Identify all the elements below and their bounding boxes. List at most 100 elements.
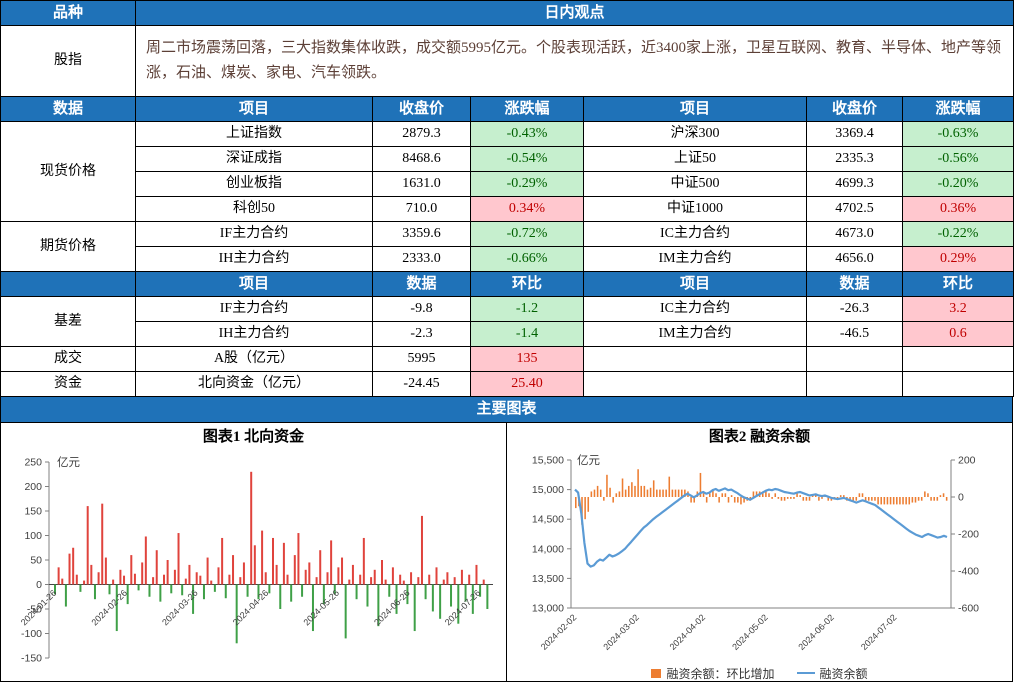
svg-text:15,000: 15,000 [532, 484, 564, 496]
metric-change: -0.56% [901, 146, 1014, 172]
col-header-data2-left: 数据 [372, 271, 471, 297]
table-row: 资金 北向资金（亿元） -24.45 25.40 [0, 371, 1014, 397]
metric-name: 上证指数 [135, 121, 373, 147]
metric-name: IC主力合约 [583, 221, 807, 247]
svg-text:2024-06-02: 2024-06-02 [796, 612, 836, 652]
metric-change: 0.36% [901, 196, 1014, 222]
metric-name: 北向资金（亿元） [135, 371, 373, 397]
metric-change: 0.6 [901, 321, 1014, 347]
col-header-change-right: 涨跌幅 [901, 96, 1014, 122]
table-row: 深证成指 8468.6 -0.54% 上证50 2335.3 -0.56% [1, 146, 1014, 172]
legend-bar-label: 融资余额：环比增加 [666, 666, 775, 681]
svg-text:15,500: 15,500 [532, 455, 564, 467]
svg-text:-150: -150 [21, 653, 42, 665]
table-row: 期货价格 IF主力合约 3359.6 -0.72% IC主力合约 4673.0 -0.22% [0, 221, 1014, 272]
svg-text:2024-05-02: 2024-05-02 [730, 612, 770, 652]
svg-text:2024-07-02: 2024-07-02 [859, 612, 899, 652]
svg-text:-600: -600 [958, 603, 979, 615]
metric-value: 3369.4 [806, 121, 903, 147]
svg-text:200: 200 [24, 481, 42, 493]
orange-bar-swatch-icon [651, 668, 662, 678]
col-header-data2-right: 数据 [806, 271, 903, 297]
col-header-blank [0, 271, 136, 297]
svg-text:-400: -400 [958, 566, 979, 578]
metric-name: 深证成指 [135, 146, 373, 172]
metric-change: -0.54% [470, 146, 584, 172]
metric-change: 3.2 [901, 296, 1014, 322]
svg-text:2024-04-02: 2024-04-02 [668, 612, 708, 652]
metric-value: 2333.0 [372, 246, 471, 272]
metric-value: 4699.3 [806, 171, 903, 197]
empty-cell [901, 371, 1014, 397]
metric-name: 创业板指 [135, 171, 373, 197]
chart1-title: 图表1 北向资金 [202, 429, 305, 445]
svg-text:2024-03-02: 2024-03-02 [601, 612, 641, 652]
turnover-section: 成交 A股（亿元） 5995 135 [0, 346, 1014, 372]
empty-cell [583, 346, 807, 372]
metric-name: 科创50 [135, 196, 373, 222]
col-header-data: 数据 [0, 96, 136, 122]
metric-change: -0.22% [901, 221, 1014, 247]
svg-text:14,000: 14,000 [532, 543, 564, 555]
chart2-legend: 融资余额：环比增加 融资余额 [507, 663, 1012, 681]
svg-text:2024-05-26: 2024-05-26 [301, 588, 341, 628]
col-header-change-left: 涨跌幅 [470, 96, 584, 122]
metric-name: IF主力合约 [135, 296, 373, 322]
row-label-stock-index: 股指 [0, 25, 136, 97]
funds-section: 资金 北向资金（亿元） -24.45 25.40 [0, 371, 1014, 397]
metric-change: -0.29% [470, 171, 584, 197]
col-header-item2-left: 项目 [135, 271, 373, 297]
empty-cell [583, 371, 807, 397]
col-header-close-left: 收盘价 [372, 96, 471, 122]
metric-value: 4656.0 [806, 246, 903, 272]
metric-change: -1.4 [470, 321, 584, 347]
chart2-margin-balance: 图表2 融资余额 15,500 15,000 14,500 14,000 13,500 1… [507, 423, 1012, 681]
empty-cell [806, 371, 903, 397]
main-charts-header: 主要图表 [0, 397, 1013, 423]
row-label: 成交 [0, 346, 136, 372]
metric-name: A股（亿元） [135, 346, 373, 372]
metric-value: 8468.6 [372, 146, 471, 172]
svg-text:50: 50 [30, 555, 42, 567]
col-header-mom-left: 环比 [470, 271, 584, 297]
legend-item-line: 融资余额 [796, 665, 868, 682]
metric-change: 0.34% [470, 196, 584, 222]
metric-change: 0.29% [901, 246, 1014, 272]
empty-cell [901, 346, 1014, 372]
row-label: 资金 [0, 371, 136, 397]
metric-value: 3359.6 [372, 221, 471, 247]
empty-cell [806, 346, 903, 372]
table-row: 科创50 710.0 0.34% 中证1000 4702.5 0.36% [1, 196, 1014, 222]
svg-text:-100: -100 [21, 628, 42, 640]
table-row: IH主力合约 -2.3 -1.4 IM主力合约 -46.5 0.6 [1, 321, 1014, 347]
metric-change: -0.63% [901, 121, 1014, 147]
chart1-northbound-funds: 图表1 北向资金 250 200 150 100 50 0 -50 -100 -150 2024-… [1, 423, 507, 681]
row-label: 现货价格 [0, 121, 136, 222]
svg-text:-50: -50 [27, 604, 42, 616]
table-row: 创业板指 1631.0 -0.29% 中证500 4699.3 -0.20% [1, 171, 1014, 197]
metric-value: 710.0 [372, 196, 471, 222]
metric-name: IM主力合约 [583, 246, 807, 272]
svg-text:亿元: 亿元 [577, 454, 600, 467]
basis-section: 基差 IF主力合约 -9.8 -1.2 IC主力合约 -26.3 3.2 IH主力合约 -2.3… [0, 296, 1014, 347]
metric-change: 135 [470, 346, 584, 372]
metric-value: -26.3 [806, 296, 903, 322]
svg-text:150: 150 [24, 506, 42, 518]
metric-change: -0.43% [470, 121, 584, 147]
metric-name: 上证50 [583, 146, 807, 172]
metric-name: IC主力合约 [583, 296, 807, 322]
chart2-title: 图表2 融资余额 [708, 429, 811, 445]
metric-value: -2.3 [372, 321, 471, 347]
svg-text:0: 0 [958, 492, 964, 504]
svg-text:200: 200 [958, 455, 976, 467]
table-head-section: 品种 日内观点 股指 周二市场震荡回落，三大指数集体收跌，成交额5995亿元。个… [0, 0, 1014, 122]
svg-text:100: 100 [24, 530, 42, 542]
svg-text:亿元: 亿元 [57, 456, 80, 469]
svg-text:2024-02-02: 2024-02-02 [539, 612, 579, 652]
table-row: 基差 IF主力合约 -9.8 -1.2 IC主力合约 -26.3 3.2 [0, 296, 1014, 347]
market-report-table: 品种 日内观点 股指 周二市场震荡回落，三大指数集体收跌，成交额5995亿元。个… [0, 0, 1014, 397]
metric-value: 4702.5 [806, 196, 903, 222]
metric-value: 1631.0 [372, 171, 471, 197]
svg-text:2024-01-26: 2024-01-26 [19, 588, 59, 628]
